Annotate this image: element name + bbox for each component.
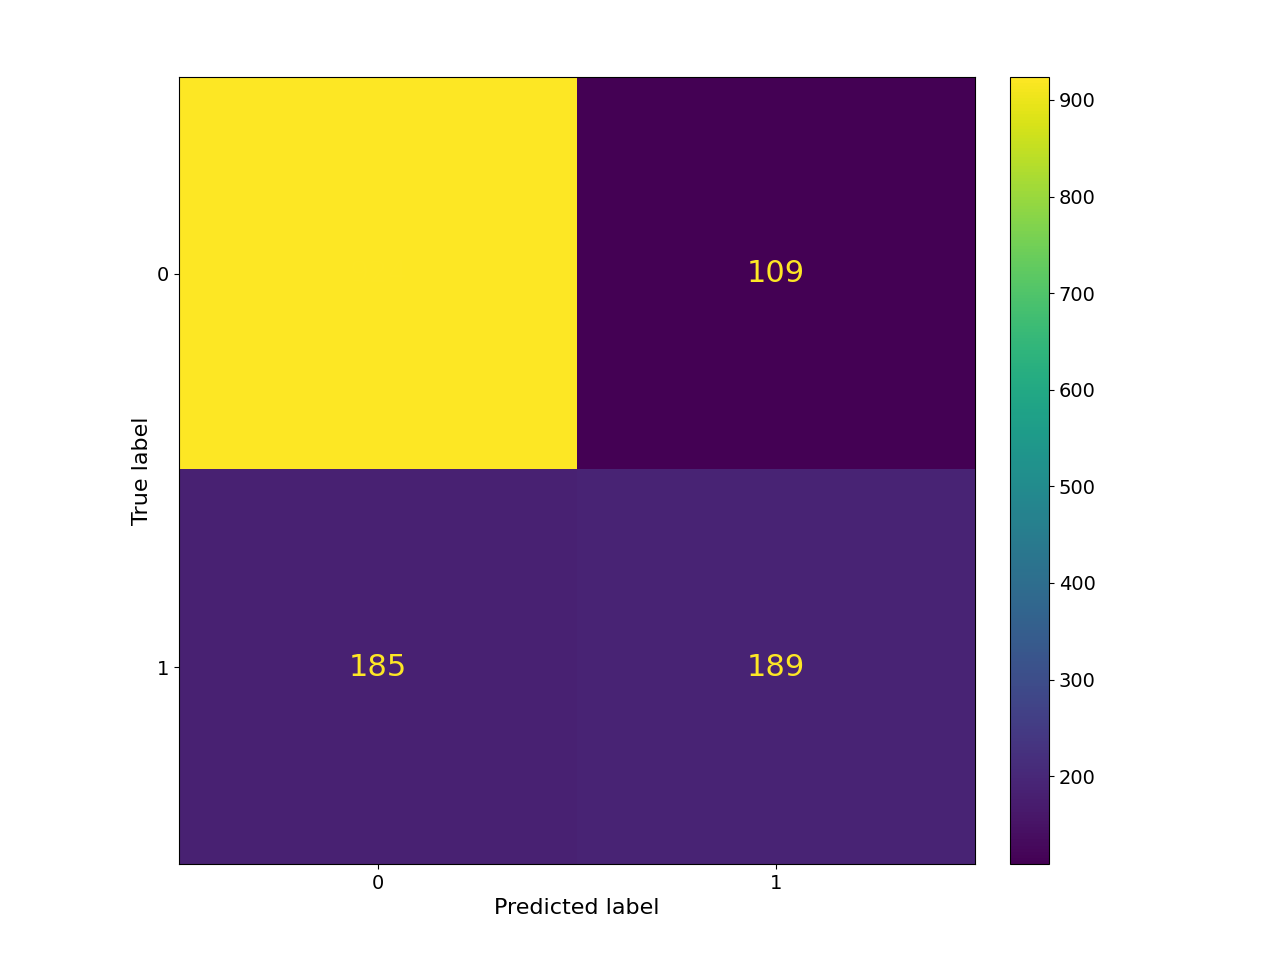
Text: 185: 185 — [349, 653, 407, 682]
Text: 109: 109 — [746, 259, 805, 288]
X-axis label: Predicted label: Predicted label — [494, 899, 659, 919]
Y-axis label: True label: True label — [132, 416, 151, 525]
Text: 189: 189 — [746, 653, 805, 682]
Text: 924: 924 — [349, 259, 407, 288]
